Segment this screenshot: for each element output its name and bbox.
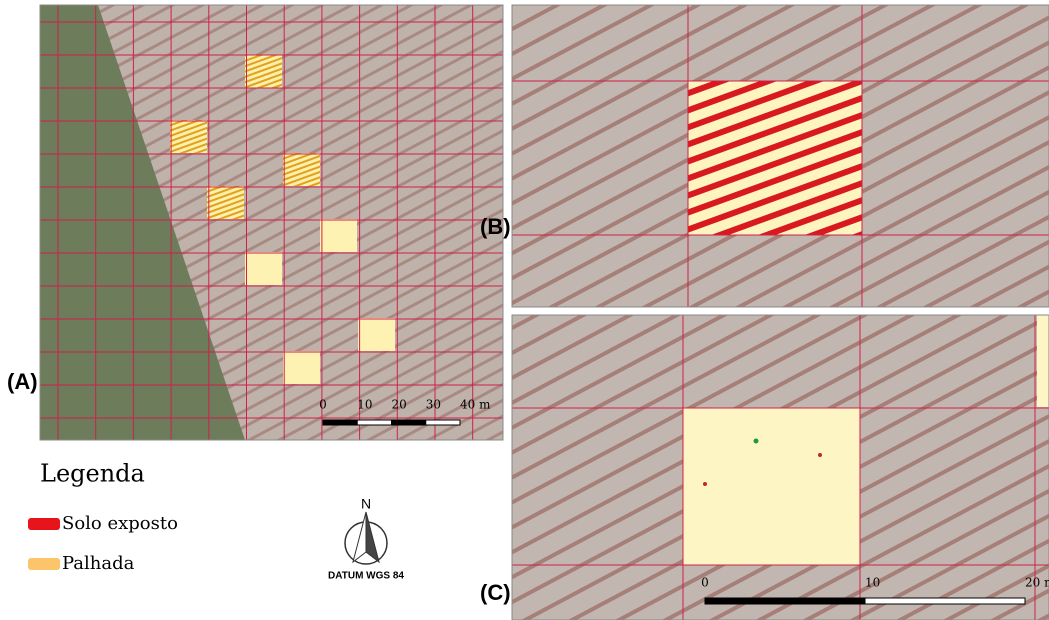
north-arrow: N DATUM WGS 84 [328, 496, 404, 582]
scale-segment [705, 598, 865, 604]
legend-swatch [28, 558, 60, 570]
panel-b-image [512, 5, 1049, 307]
scale-segment [392, 420, 426, 425]
panel-c-image [512, 315, 1049, 620]
north-label: N [361, 496, 371, 512]
legend-swatch [28, 518, 60, 530]
panel-a-image [40, 5, 510, 451]
legend-label: Palhada [62, 553, 135, 574]
legend: Solo exposto Palhada [28, 513, 178, 574]
panel-label: (B) [480, 214, 511, 239]
scale-label: 20 m [1025, 576, 1049, 590]
scale-segment [426, 420, 460, 425]
scale-label: 0 [319, 398, 327, 412]
scale-label: 30 [426, 398, 441, 412]
panel-label: (C) [480, 580, 511, 605]
scale-label: 10 [865, 576, 880, 590]
scale-segment [865, 598, 1025, 604]
figure: 010203040 m 01020 m (A) (B) (C) Legenda … [0, 0, 1049, 620]
scale-segment [357, 420, 391, 425]
datum-label: DATUM WGS 84 [328, 571, 404, 582]
scale-label: 10 [357, 398, 372, 412]
legend-title: Legenda [40, 460, 145, 488]
scale-label: 20 [392, 398, 407, 412]
scale-label: 0 [701, 576, 709, 590]
scale-label: 40 m [460, 398, 491, 412]
legend-label: Solo exposto [62, 513, 178, 534]
panel-label: (A) [7, 369, 38, 394]
scale-segment [323, 420, 357, 425]
